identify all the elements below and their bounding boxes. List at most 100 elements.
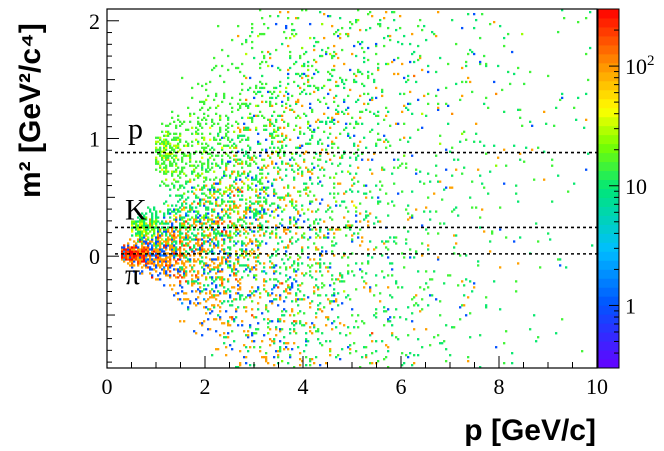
heatmap-cell	[199, 200, 202, 203]
heatmap-cell	[205, 256, 208, 259]
heatmap-cell	[213, 294, 216, 297]
heatmap-cell	[275, 130, 278, 133]
heatmap-cell	[191, 202, 194, 205]
heatmap-cell	[279, 318, 282, 321]
heatmap-cell	[151, 250, 154, 253]
heatmap-cell	[307, 170, 310, 173]
heatmap-cell	[155, 250, 158, 253]
heatmap-cell	[241, 320, 244, 323]
heatmap-cell	[393, 58, 396, 62]
heatmap-cell	[391, 332, 394, 335]
heatmap-cell	[267, 226, 270, 229]
heatmap-cell	[307, 246, 310, 249]
heatmap-cell	[209, 200, 212, 203]
heatmap-cell	[297, 264, 300, 267]
heatmap-cell	[259, 262, 262, 265]
heatmap-cell	[289, 332, 292, 335]
heatmap-cell	[179, 266, 182, 269]
heatmap-cell	[165, 262, 168, 265]
heatmap-cell	[151, 246, 154, 249]
heatmap-cell	[491, 230, 494, 233]
heatmap-cell	[251, 46, 254, 50]
heatmap-cell	[329, 52, 332, 56]
heatmap-cell	[339, 272, 342, 275]
heatmap-cell	[301, 208, 304, 211]
heatmap-cell	[375, 246, 378, 249]
heatmap-cell	[379, 200, 382, 203]
heatmap-cell	[263, 54, 266, 58]
heatmap-cell	[177, 174, 180, 177]
heatmap-cell	[499, 24, 502, 28]
heatmap-cell	[329, 88, 332, 92]
heatmap-cell	[179, 176, 182, 179]
heatmap-cell	[315, 228, 318, 231]
heatmap-cell	[179, 140, 182, 143]
heatmap-cell	[237, 158, 240, 161]
heatmap-cell	[271, 202, 274, 205]
heatmap-cell	[373, 112, 376, 115]
heatmap-cell	[179, 256, 182, 259]
heatmap-cell	[121, 258, 124, 261]
heatmap-cell	[213, 158, 216, 161]
heatmap-cell	[321, 148, 324, 151]
heatmap-cell	[219, 292, 222, 295]
heatmap-cell	[179, 246, 182, 249]
heatmap-cell	[159, 260, 162, 263]
heatmap-cell	[331, 300, 334, 303]
heatmap-cell	[207, 236, 210, 239]
heatmap-cell	[187, 196, 190, 199]
heatmap-cell	[187, 154, 190, 157]
heatmap-cell	[333, 292, 336, 295]
heatmap-cell	[349, 352, 352, 355]
heatmap-cell	[241, 224, 244, 227]
heatmap-cell	[183, 200, 186, 203]
heatmap-cell	[275, 96, 278, 100]
heatmap-cell	[201, 156, 204, 159]
heatmap-cell	[387, 140, 390, 143]
heatmap-cell	[159, 184, 162, 187]
heatmap-cell	[433, 192, 436, 195]
heatmap-cell	[285, 228, 288, 231]
heatmap-cell	[215, 236, 218, 239]
heatmap-cell	[377, 138, 380, 141]
heatmap-cell	[211, 166, 214, 169]
heatmap-cell	[587, 152, 590, 155]
heatmap-cell	[273, 166, 276, 169]
heatmap-cell	[305, 188, 308, 191]
heatmap-cell	[201, 260, 204, 263]
heatmap-cell	[145, 232, 148, 235]
heatmap-cell	[317, 262, 320, 265]
heatmap-cell	[203, 216, 206, 219]
heatmap-cell	[377, 122, 380, 125]
heatmap-cell	[205, 222, 208, 225]
heatmap-cell	[273, 192, 276, 195]
heatmap-cell	[339, 274, 342, 277]
heatmap-cell	[243, 356, 246, 359]
heatmap-cell	[253, 294, 256, 297]
heatmap-cell	[125, 258, 128, 261]
heatmap-cell	[251, 240, 254, 243]
heatmap-cell	[319, 154, 322, 157]
heatmap-cell	[213, 222, 216, 225]
heatmap-cell	[259, 242, 262, 245]
heatmap-cell	[205, 150, 208, 153]
heatmap-cell	[163, 250, 166, 253]
heatmap-cell	[193, 238, 196, 241]
heatmap-cell	[247, 258, 250, 261]
heatmap-cell	[221, 268, 224, 271]
heatmap-cell	[239, 288, 242, 291]
heatmap-cell	[205, 262, 208, 265]
heatmap-cell	[159, 170, 162, 173]
heatmap-cell	[181, 290, 184, 293]
heatmap-cell	[237, 270, 240, 273]
heatmap-cell	[195, 220, 198, 223]
heatmap-cell	[143, 236, 146, 239]
heatmap-cell	[263, 356, 266, 359]
heatmap-cell	[185, 202, 188, 205]
heatmap-cell	[311, 322, 314, 325]
heatmap-cell	[177, 292, 180, 295]
heatmap-cell	[373, 80, 376, 84]
heatmap-cell	[273, 270, 276, 273]
heatmap-cell	[289, 288, 292, 291]
heatmap-cell	[285, 168, 288, 171]
